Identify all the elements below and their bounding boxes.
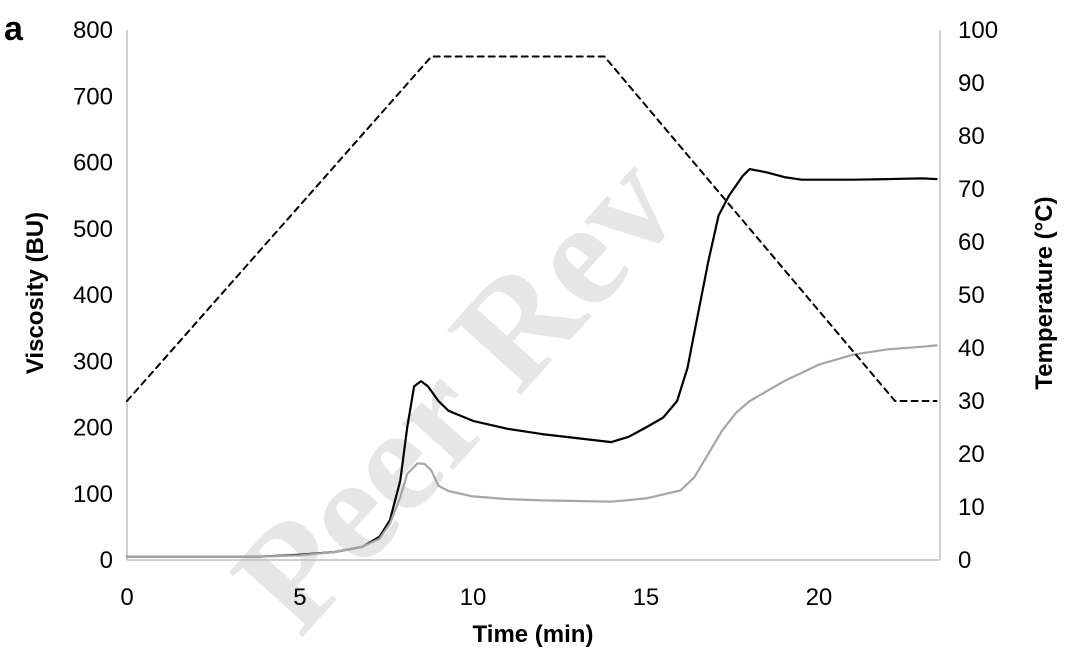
y-tick-label-right: 40 <box>958 335 985 362</box>
y-axis-title-left: Viscosity (BU) <box>22 212 49 374</box>
viscosity-series-black-line <box>125 168 938 558</box>
x-tick-label: 0 <box>120 584 133 611</box>
y-tick-label-right: 100 <box>958 17 998 44</box>
watermark-text: Peer Rev <box>201 123 710 662</box>
x-tick-label: 15 <box>633 584 660 611</box>
x-tick-label: 5 <box>293 584 306 611</box>
y-tick-label-right: 60 <box>958 229 985 256</box>
y-tick-label-left: 200 <box>73 415 113 442</box>
temperature-series-dashed-line <box>126 55 938 402</box>
y-tick-label-right: 80 <box>958 123 985 150</box>
y-tick-label-right: 90 <box>958 70 985 97</box>
x-axis-title: Time (min) <box>473 621 594 648</box>
y-tick-label-left: 600 <box>73 150 113 177</box>
series-layer <box>125 55 938 558</box>
y-tick-label-right: 30 <box>958 388 985 415</box>
y-tick-label-right: 10 <box>958 494 985 521</box>
tick-labels-layer: 0 5 10 15 2001002003004005006007008000102030… <box>73 17 998 611</box>
y-tick-label-left: 0 <box>100 547 113 574</box>
y-tick-label-left: 500 <box>73 216 113 243</box>
y-tick-label-left: 700 <box>73 83 113 110</box>
y-tick-label-right: 20 <box>958 441 985 468</box>
watermark-layer: Peer Rev <box>201 123 710 662</box>
y-tick-label-left: 800 <box>73 17 113 44</box>
y-tick-label-left: 100 <box>73 481 113 508</box>
x-tick-label: 20 <box>806 584 833 611</box>
y-tick-label-right: 0 <box>958 547 971 574</box>
y-tick-label-left: 300 <box>73 348 113 375</box>
y-tick-label-right: 50 <box>958 282 985 309</box>
panel-label: a <box>4 10 24 48</box>
viscosity-series-gray-line <box>125 344 938 558</box>
y-axis-title-right: Temperature (°C) <box>1031 196 1058 389</box>
x-tick-label: 10 <box>460 584 487 611</box>
y-tick-label-left: 400 <box>73 282 113 309</box>
axes-layer <box>126 30 941 561</box>
y-tick-label-right: 70 <box>958 176 985 203</box>
